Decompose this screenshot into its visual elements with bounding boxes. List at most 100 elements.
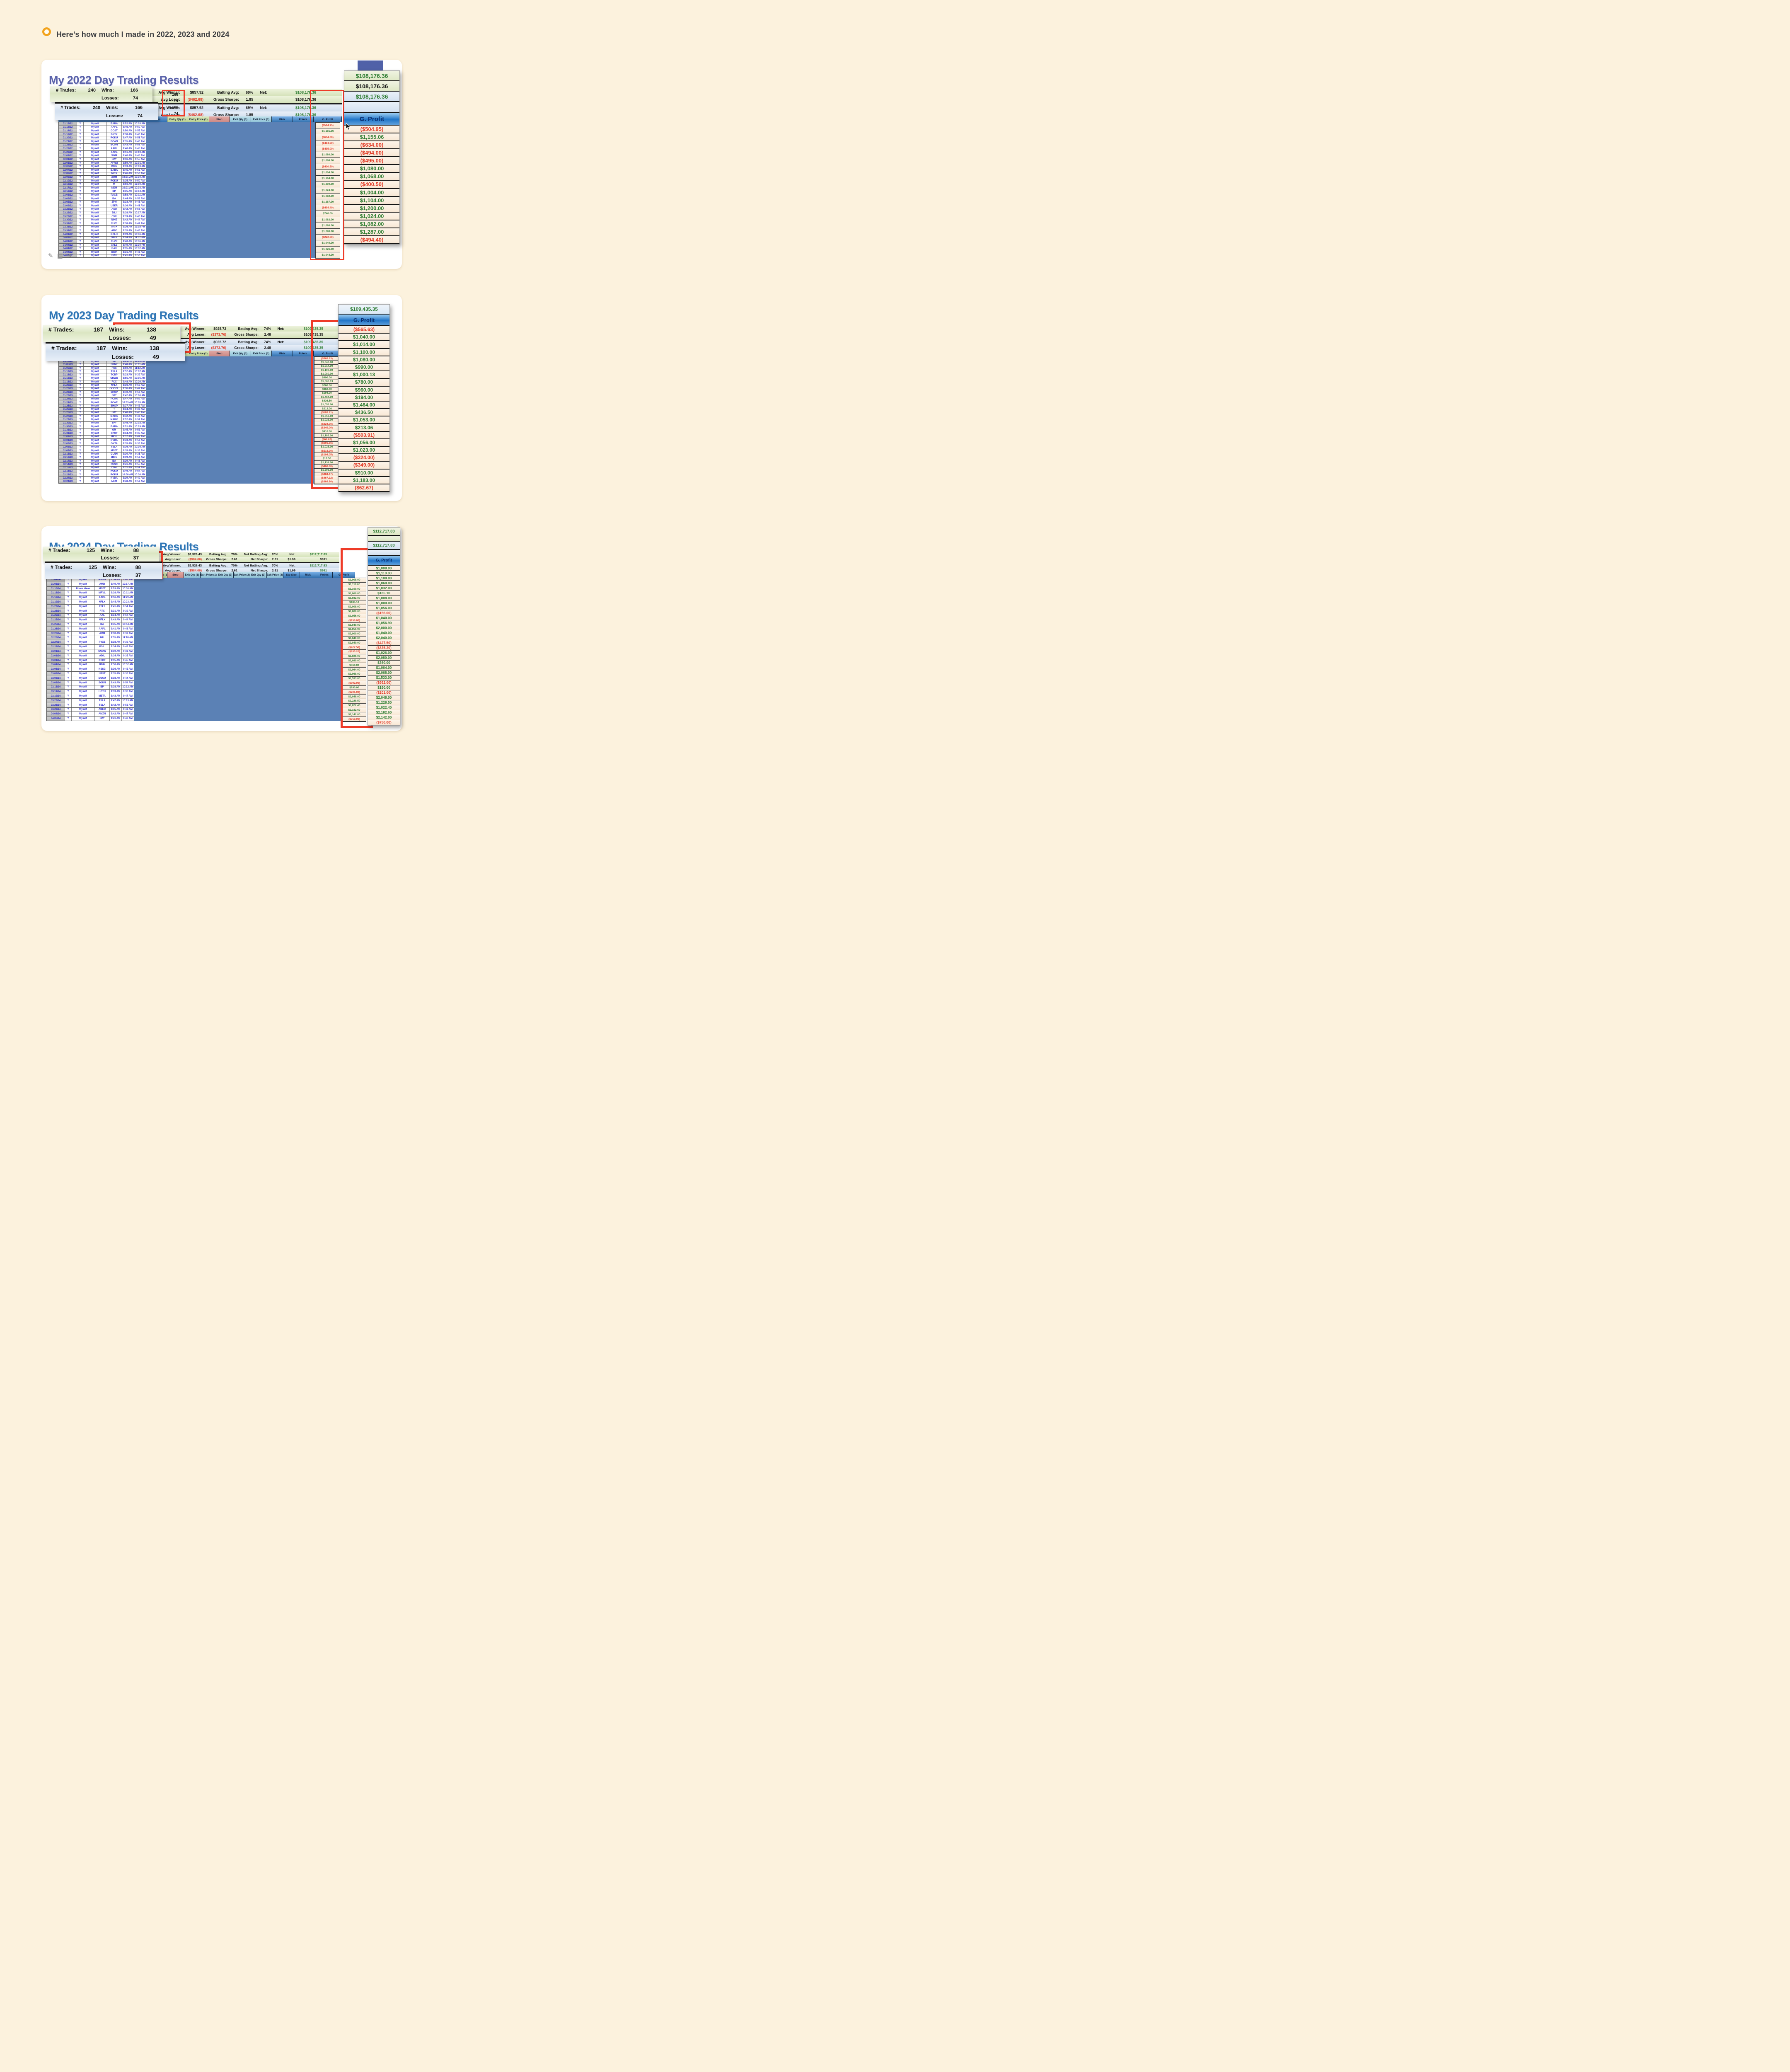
cell-source: Myself — [72, 582, 95, 586]
cell-date: 01/20/23 — [59, 384, 77, 387]
empty-row — [368, 536, 400, 542]
cell-time-out: 9:47 AM — [134, 435, 146, 439]
cell-source: Myself — [72, 712, 95, 716]
cell-time-out: 9:40 AM — [134, 411, 146, 415]
summary-value: $925.72 — [213, 327, 226, 331]
cell-symbol: BA — [107, 197, 122, 201]
cell-time-in: 9:46 AM — [122, 172, 134, 176]
cell-time-out: 9:36 AM — [134, 442, 146, 445]
cell-date: 02/02/23 — [59, 442, 77, 445]
cell-time-out: 9:38 AM — [134, 408, 146, 411]
cell-source: Myself — [72, 680, 95, 685]
strip-profit-value: $1,000.13 — [314, 380, 339, 384]
summary-label: Avg Winner: — [185, 339, 206, 344]
red-annotation-box-gprofit — [310, 90, 344, 260]
results-card-2024: My 2024 Day Trading Results Avg Winner: … — [41, 526, 402, 731]
cell-time-in: 9:58 AM — [122, 194, 134, 197]
cell-source: Myself — [84, 473, 107, 477]
strip-profit-value: $1,008.00 — [343, 605, 366, 610]
profit-value: $1,100.00 — [368, 576, 400, 581]
table-row: 01/10/24 Y Room Ideas MSFT 9:53 AM 10:30… — [47, 586, 134, 591]
cell-time-in: 9:55 AM — [110, 636, 122, 640]
summary-value: 1.85 — [246, 97, 253, 102]
cell-time-in: 9:36 AM — [122, 225, 134, 229]
profit-value: ($427.50) — [368, 640, 400, 646]
trades-value: 187 — [96, 344, 106, 351]
cell-time-in: 9:48 AM — [122, 480, 134, 483]
profit-value: $1,287.00 — [344, 228, 399, 236]
cell-live: Y — [77, 190, 84, 194]
net-value: $109,435.35 — [303, 339, 323, 344]
cell-time-out: 9:50 AM — [134, 126, 146, 129]
cell-time-in: 9:36 AM — [122, 158, 134, 161]
cell-time-out: 9:55 AM — [134, 158, 146, 161]
strip-profit-value: $1,040.00 — [343, 623, 366, 627]
cell-time-out: 11:12 AM — [134, 366, 146, 370]
cell-live: Y — [77, 425, 84, 428]
cell-time-in: 9:42 AM — [122, 394, 134, 397]
table-row: 01/25/23 Y Myself T 9:34 AM 9:38 AM — [59, 408, 146, 411]
cell-source: Myself — [84, 250, 107, 254]
cell-source: Myself — [84, 453, 107, 456]
cell-date: 03/04/24 — [47, 663, 65, 667]
trades-label: # Trades: — [48, 326, 74, 333]
cell-live: Y — [65, 676, 72, 680]
cell-time-in: 9:56 AM — [122, 183, 134, 186]
cell-symbol: MSFT — [95, 586, 110, 591]
cell-live: Y — [65, 604, 72, 609]
column-header: Points — [293, 116, 314, 122]
cell-time-in: 10:01 AM — [122, 176, 134, 179]
cell-time-in: 9:38 AM — [110, 685, 122, 690]
cell-symbol: XOM — [107, 154, 122, 158]
table-row: 04/01/22 Y Myself VIPS 9:54 AM 11:32 AM — [59, 236, 146, 240]
table-row: 01/22/24 Y Myself FSLY 9:41 AM 9:54 AM — [47, 604, 134, 609]
cell-time-out: 10:12 AM — [122, 685, 134, 690]
cell-time-out: 9:44 AM — [122, 676, 134, 680]
table-row: 02/01/22 Y Myself AFRM 9:59 AM 10:01 AM — [59, 161, 146, 165]
table-row: 01/25/24 Y Myself BA 9:45 AM 10:44 AM — [47, 622, 134, 627]
table-row: 03/22/24 Y Myself TSLA 9:47 AM 10:13 AM — [47, 698, 134, 703]
cell-time-in: 9:40 AM — [122, 147, 134, 150]
cell-source: Myself — [84, 401, 107, 404]
cell-date: 03/08/24 — [47, 672, 65, 676]
table-row: 02/02/23 Y Myself TSLA 9:36 AM 10:36 AM — [59, 445, 146, 450]
summary-value: 74% — [264, 339, 271, 344]
cell-time-in: 9:45 AM — [122, 126, 134, 129]
cell-symbol: CLNN — [107, 453, 122, 456]
profit-value: $1,155.06 — [344, 133, 399, 142]
table-row: 01/08/24 Y Myself AMD 9:40 AM 10:17 AM — [47, 582, 134, 587]
cell-source: Myself — [72, 690, 95, 694]
column-header: Stop — [209, 116, 230, 122]
cell-time-out: 10:32 AM — [134, 247, 146, 250]
cell-live: Y — [77, 147, 84, 150]
strip-profit-value: $1,080.00 — [316, 223, 340, 229]
strip-profit-value: $1,044.00 — [316, 252, 340, 258]
cell-time-in: 10:00 AM — [122, 473, 134, 477]
cell-live: Y — [65, 600, 72, 604]
cell-time-out: 9:50 AM — [134, 172, 146, 176]
cell-time-out: 10:30 AM — [134, 176, 146, 179]
cell-date: 04/01/22 — [59, 232, 77, 236]
strip-profit-value: $1,032.00 — [343, 596, 366, 601]
cell-time-out: 9:50 AM — [134, 384, 146, 387]
cell-date: 02/21/23 — [59, 473, 77, 477]
cell-date: 03/22/22 — [59, 208, 77, 211]
page-background: { "page": { "heading": "Here\u2019s how … — [0, 0, 448, 768]
table-row: 01/18/23 Y Myself CRWD 9:55 AM 10:05 AM — [59, 377, 146, 381]
cell-time-out: 9:45 AM — [122, 658, 134, 663]
gprofit-header: G. Profit — [339, 315, 389, 326]
cell-time-in: 9:39 AM — [122, 232, 134, 236]
cell-live: Y — [65, 618, 72, 622]
trades-value: 125 — [88, 564, 97, 570]
table-row: 01/25/23 Y Myself SHOP 9:37 AM 9:42 AM — [59, 404, 146, 408]
cell-symbol: NEM — [107, 186, 122, 190]
cell-date: 01/31/23 — [59, 432, 77, 435]
net-label: Net: — [277, 327, 284, 331]
cell-date: 02/26/24 — [47, 636, 65, 640]
strip-profit-value: $1,287.00 — [316, 199, 340, 206]
profit-value: $1,000.00 — [368, 600, 400, 606]
empty-row — [344, 102, 399, 113]
losses-value: 37 — [133, 555, 139, 561]
net-value: $108,176.36 — [295, 97, 316, 102]
column-header: Exit Price (2) — [233, 572, 250, 578]
